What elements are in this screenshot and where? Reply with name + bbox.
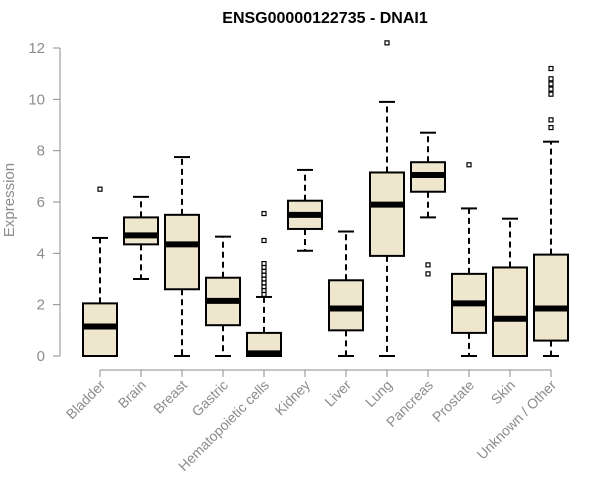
y-axis: 0 2 4 6 8 10 12 [28,40,61,365]
box-pancreas [410,131,446,277]
outlier-point [466,162,472,168]
y-tick-label: 2 [37,297,45,314]
x-tick-label: Liver [321,377,354,410]
x-tick-label: Breast [150,377,190,417]
iqr-box [82,302,118,357]
x-tick-label: Brain [115,377,149,411]
box-prostate [451,162,487,357]
box-breast [164,156,200,357]
box-hematopoietic-cells [246,210,282,357]
box-kidney [287,168,323,252]
iqr-box [123,216,159,246]
boxes [82,40,569,358]
outlier-point [548,86,554,92]
box-skin [492,217,528,358]
box-unknown-other [533,65,569,357]
iqr-box [492,266,528,358]
y-tick-label: 0 [37,348,45,365]
outlier-point [548,76,554,82]
y-tick-label: 12 [28,40,45,57]
outlier-point [548,65,554,72]
outlier-point [548,124,554,131]
outlier-point [261,237,267,244]
outlier-point [548,117,554,123]
box-gastric [205,235,241,357]
outlier-point [97,186,103,192]
x-tick-label: Prostate [429,377,477,425]
y-tick-label: 10 [28,91,45,108]
box-lung [369,40,405,357]
x-tick-label: Bladder [63,377,109,423]
iqr-box [328,279,364,332]
box-liver [328,230,364,357]
x-tick-label: Kidney [272,377,314,419]
y-tick-label: 8 [37,143,45,160]
y-tick-label: 6 [37,194,45,211]
outlier-point [548,81,554,87]
outlier-point [425,262,431,268]
box-brain [123,195,159,280]
outlier-point [261,261,267,267]
y-axis-label: Expression [1,163,18,237]
iqr-box [533,253,569,342]
iqr-box [164,213,200,291]
outlier-point [261,210,267,217]
y-tick-label: 4 [37,245,45,262]
box-bladder [82,186,118,357]
outlier-point [548,91,554,97]
x-tick-label: Lung [362,377,395,410]
outlier-point [384,40,390,46]
x-tick-label: Skin [488,377,519,408]
chart-title: ENSG00000122735 - DNAI1 [222,10,428,27]
outlier-point [425,271,431,277]
iqr-box [369,171,405,257]
